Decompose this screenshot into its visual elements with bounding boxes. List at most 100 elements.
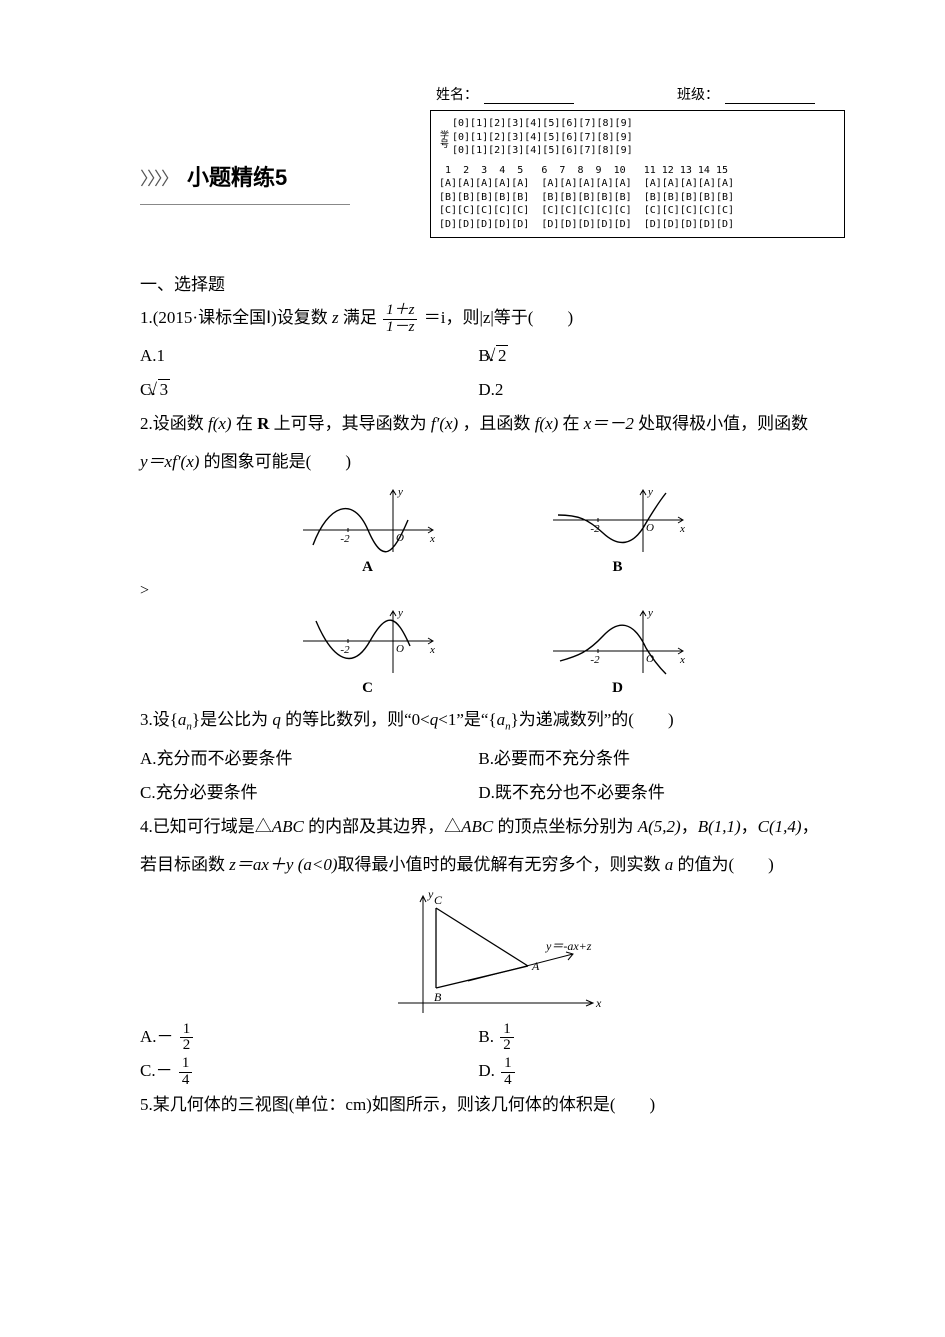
svg-text:x: x <box>595 996 602 1010</box>
q2-label-b: B <box>548 559 688 576</box>
title-arrows: 〉〉〉〉 <box>140 169 177 189</box>
q1-b-val: 2 <box>496 345 509 365</box>
question-1: 1.(2015·课标全国Ⅰ)设复数 z 满足 1＋z 1－z ＝i，则|z|等于… <box>140 301 845 335</box>
svg-text:O: O <box>396 643 404 655</box>
q2-t7: 的图象可能是( ) <box>204 452 351 471</box>
q2-t2: 在 <box>236 414 257 433</box>
q4d-num: 1 <box>501 1056 515 1073</box>
q1-eq: ＝i，则|z|等于( ) <box>424 308 573 327</box>
svg-text:x: x <box>679 654 685 666</box>
q4-choice-a[interactable]: A.－ 12 <box>140 1020 478 1054</box>
q4-choice-b[interactable]: B. 12 <box>478 1020 816 1054</box>
q4-abc2: ABC <box>461 817 493 836</box>
header-row: 〉〉〉〉 小题精练5 姓名： 班级： 学号 [0][1][2][3][4][5]… <box>140 90 845 260</box>
q4-z: z＝ax＋y (a<0) <box>229 855 337 874</box>
svg-text:B: B <box>434 990 442 1004</box>
q1-choice-a[interactable]: A.1 <box>140 339 478 373</box>
q3-choice-b[interactable]: B.必要而不充分条件 <box>478 742 816 776</box>
q1-c-sqrt: 3 <box>156 373 171 407</box>
q1-choice-b[interactable]: B.2 <box>478 339 816 373</box>
q2-label-c: C <box>298 680 438 697</box>
question-2: 2.设函数 f(x) 在 R 上可导，其导函数为 f′(x) ，且函数 f(x)… <box>140 407 845 441</box>
q2-graph-b: xyO-2 <box>548 485 688 557</box>
answer-bubble-grid[interactable]: 1 2 3 4 5 6 7 8 9 10 11 12 13 14 15 [A][… <box>439 164 836 232</box>
q3-choice-a[interactable]: A.充分而不必要条件 <box>140 742 478 776</box>
q2-fx: f(x) <box>208 414 232 433</box>
q4a-den: 2 <box>180 1038 194 1054</box>
q2-fig-a[interactable]: xyO-2 A <box>298 485 438 576</box>
svg-text:-2: -2 <box>340 644 350 656</box>
q1-frac-num: 1＋z <box>386 302 414 318</box>
title-block: 〉〉〉〉 小题精练5 <box>140 160 350 205</box>
q2-fig-d[interactable]: xyO-2 D <box>548 606 688 697</box>
svg-text:y: y <box>397 607 403 619</box>
digit-bubble-rows[interactable]: [0][1][2][3][4][5][6][7][8][9] [0][1][2]… <box>452 117 633 158</box>
q4-abc: ABC <box>272 817 304 836</box>
q4-aa: a <box>665 855 674 874</box>
q2-label-a: A <box>298 559 438 576</box>
q4-b: 的内部及其边界，△ <box>304 817 461 836</box>
q4-choice-d[interactable]: D. 14 <box>478 1054 816 1088</box>
q1-b-sqrt: 2 <box>494 339 509 373</box>
q4-e: 若目标函数 <box>140 855 229 874</box>
answer-sheet: 姓名： 班级： 学号 [0][1][2][3][4][5][6][7][8][9… <box>430 84 845 238</box>
q4d-den: 4 <box>501 1073 515 1089</box>
q2-t3: 上可导，其导函数为 <box>274 414 431 433</box>
q2-yexp: y＝xf′(x) <box>140 452 199 471</box>
digit-row-1[interactable]: [0][1][2][3][4][5][6][7][8][9] <box>452 117 633 131</box>
q2-graph-c: x y O -2 <box>298 606 438 678</box>
svg-text:x: x <box>429 644 435 656</box>
svg-text:x: x <box>429 533 435 545</box>
class-blank[interactable] <box>725 89 815 104</box>
q4-d: ， <box>802 817 819 836</box>
q2-graph-a: xyO-2 <box>298 485 438 557</box>
q4b-num: 1 <box>500 1022 514 1039</box>
q4b-lbl: B. <box>478 1027 494 1046</box>
svg-text:-2: -2 <box>340 533 350 545</box>
q2-figs-row1: xyO-2 A xyO-2 B <box>140 485 845 576</box>
q2-fx2: f(x) <box>535 414 559 433</box>
title-underline <box>140 204 350 205</box>
q3-choice-c[interactable]: C.充分必要条件 <box>140 776 478 810</box>
q4-figure: xyABCy＝-ax+z <box>140 888 845 1018</box>
q4b-den: 2 <box>500 1038 514 1054</box>
digit-row-2[interactable]: [0][1][2][3][4][5][6][7][8][9] <box>452 131 633 145</box>
svg-text:y: y <box>647 486 653 498</box>
name-label: 姓名： <box>436 88 478 103</box>
q3-c: 的等比数列，则“0< <box>281 710 430 729</box>
student-id-rows: 学号 [0][1][2][3][4][5][6][7][8][9] [0][1]… <box>439 117 836 158</box>
q1-choice-d[interactable]: D.2 <box>478 373 816 407</box>
class-label: 班级： <box>677 88 719 103</box>
q4-a: 4.已知可行域是△ <box>140 817 272 836</box>
q2-R: R <box>257 414 269 433</box>
question-4-line2: 若目标函数 z＝ax＋y (a<0)取得最小值时的最优解有无穷多个，则实数 a … <box>140 848 845 882</box>
q4-B: B(1,1) <box>698 817 741 836</box>
q3-choice-d[interactable]: D.既不充分也不必要条件 <box>478 776 816 810</box>
q4-cm2: ， <box>741 817 758 836</box>
q2-t1: 2.设函数 <box>140 414 208 433</box>
q2-fig-b[interactable]: xyO-2 B <box>548 485 688 576</box>
q3-d: <1”是“{ <box>438 710 496 729</box>
name-blank[interactable] <box>484 89 574 104</box>
question-4: 4.已知可行域是△ABC 的内部及其边界，△ABC 的顶点坐标分别为 A(5,2… <box>140 810 845 844</box>
question-2-line2: y＝xf′(x) 的图象可能是( ) <box>140 445 845 479</box>
q4-g: 的值为( ) <box>673 855 774 874</box>
q1-choices: A.1 B.2 C.3 D.2 <box>140 339 845 407</box>
q4a-num: 1 <box>180 1022 194 1039</box>
q4-C: C(1,4) <box>758 817 802 836</box>
q4-choices: A.－ 12 B. 12 C.－ 14 D. 14 <box>140 1020 845 1089</box>
q2-t4: ，且函数 <box>462 414 534 433</box>
q4-choice-c[interactable]: C.－ 14 <box>140 1054 478 1088</box>
omr-box: 学号 [0][1][2][3][4][5][6][7][8][9] [0][1]… <box>430 110 845 238</box>
q4b-frac: 12 <box>500 1022 514 1055</box>
q3-an2: a <box>497 710 506 729</box>
q1-mid1: 满足 <box>343 308 377 327</box>
q3-e: }为递减数列”的( ) <box>511 710 674 729</box>
q4-c: 的顶点坐标分别为 <box>493 817 638 836</box>
name-class-row: 姓名： 班级： <box>430 84 845 104</box>
q2-t6: 处取得极小值，则函数 <box>638 414 808 433</box>
q2-fig-c[interactable]: x y O -2 C <box>298 606 438 697</box>
q1-choice-c[interactable]: C.3 <box>140 373 478 407</box>
q1-prefix: 1.(2015·课标全国Ⅰ)设复数 <box>140 308 332 327</box>
digit-row-3[interactable]: [0][1][2][3][4][5][6][7][8][9] <box>452 144 633 158</box>
